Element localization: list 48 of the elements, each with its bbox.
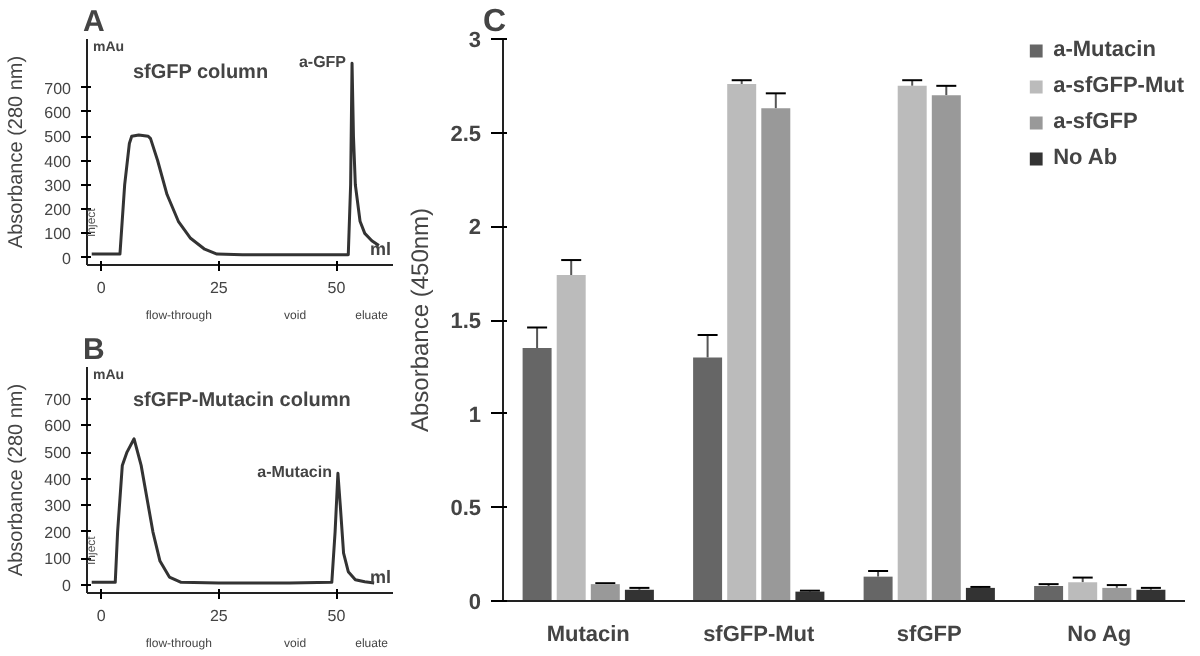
- x-tick-label: sfGFP: [896, 623, 962, 647]
- annotation: A: [83, 5, 105, 39]
- y-axis-title: Absorbance (450nm): [406, 207, 435, 433]
- legend-label: a-sfGFP-Mut: [1053, 74, 1184, 98]
- y-tick-label: 200: [44, 201, 73, 220]
- y-tick-label: 400: [44, 152, 73, 171]
- y-axis-title: Absorbance (280 nm): [6, 55, 29, 249]
- x-tick-label: 25: [209, 279, 229, 297]
- y-tick-label: 500: [44, 444, 73, 463]
- y-tick-label: 3: [468, 29, 482, 53]
- y-tick-label: 2.5: [450, 122, 482, 147]
- x-tick-label: sfGFP-Mut: [703, 623, 816, 647]
- text: C: [483, 5, 507, 39]
- y-tick-label: 300: [44, 176, 73, 195]
- annotation: a-GFP: [298, 53, 348, 72]
- x-tick-label: 0: [96, 279, 107, 297]
- y-tick-label: 100: [44, 225, 73, 244]
- x-tick-label: No Ag: [1067, 623, 1132, 647]
- x-tick-label: 25: [209, 607, 229, 625]
- text: sfGFP column: [132, 62, 269, 85]
- y-tick-label: 700: [44, 390, 73, 409]
- y-tick-label: 400: [44, 470, 73, 489]
- y-tick-label: 1: [468, 403, 482, 428]
- y-tick-label: 700: [44, 79, 73, 98]
- y-tick-label: 200: [44, 523, 73, 542]
- x-tick-label: Mutacin: [546, 623, 631, 647]
- legend-label: a-sfGFP: [1053, 110, 1138, 134]
- y-axis-title: Absorbance (280 nm): [6, 383, 29, 577]
- x-tick-label: 50: [327, 607, 347, 625]
- y-tick-label: 1.5: [450, 310, 482, 334]
- y-tick-label: 500: [44, 128, 73, 147]
- y-tick-label: 0: [62, 577, 73, 596]
- y-tick-label: 0.5: [450, 497, 482, 522]
- x-axis-title: ml: [369, 239, 392, 259]
- x-tick-label: 0: [96, 607, 107, 625]
- text: B: [83, 333, 105, 367]
- y-tick-label: 600: [44, 103, 73, 122]
- y-tick-label: 0: [62, 249, 73, 268]
- text: sfGFP-Mutacin column: [132, 390, 351, 413]
- legend-label: a-Mutacin: [1053, 38, 1156, 62]
- y-tick-label: 100: [44, 550, 73, 569]
- legend-label: No Ab: [1053, 146, 1118, 170]
- x-axis-title: ml: [369, 567, 392, 587]
- y-tick-label: 2: [468, 216, 482, 241]
- y-tick-label: 600: [44, 417, 73, 436]
- annotation: a-Mutacin: [257, 463, 333, 482]
- x-tick-label: 50: [327, 279, 347, 297]
- y-tick-label: 300: [44, 497, 73, 516]
